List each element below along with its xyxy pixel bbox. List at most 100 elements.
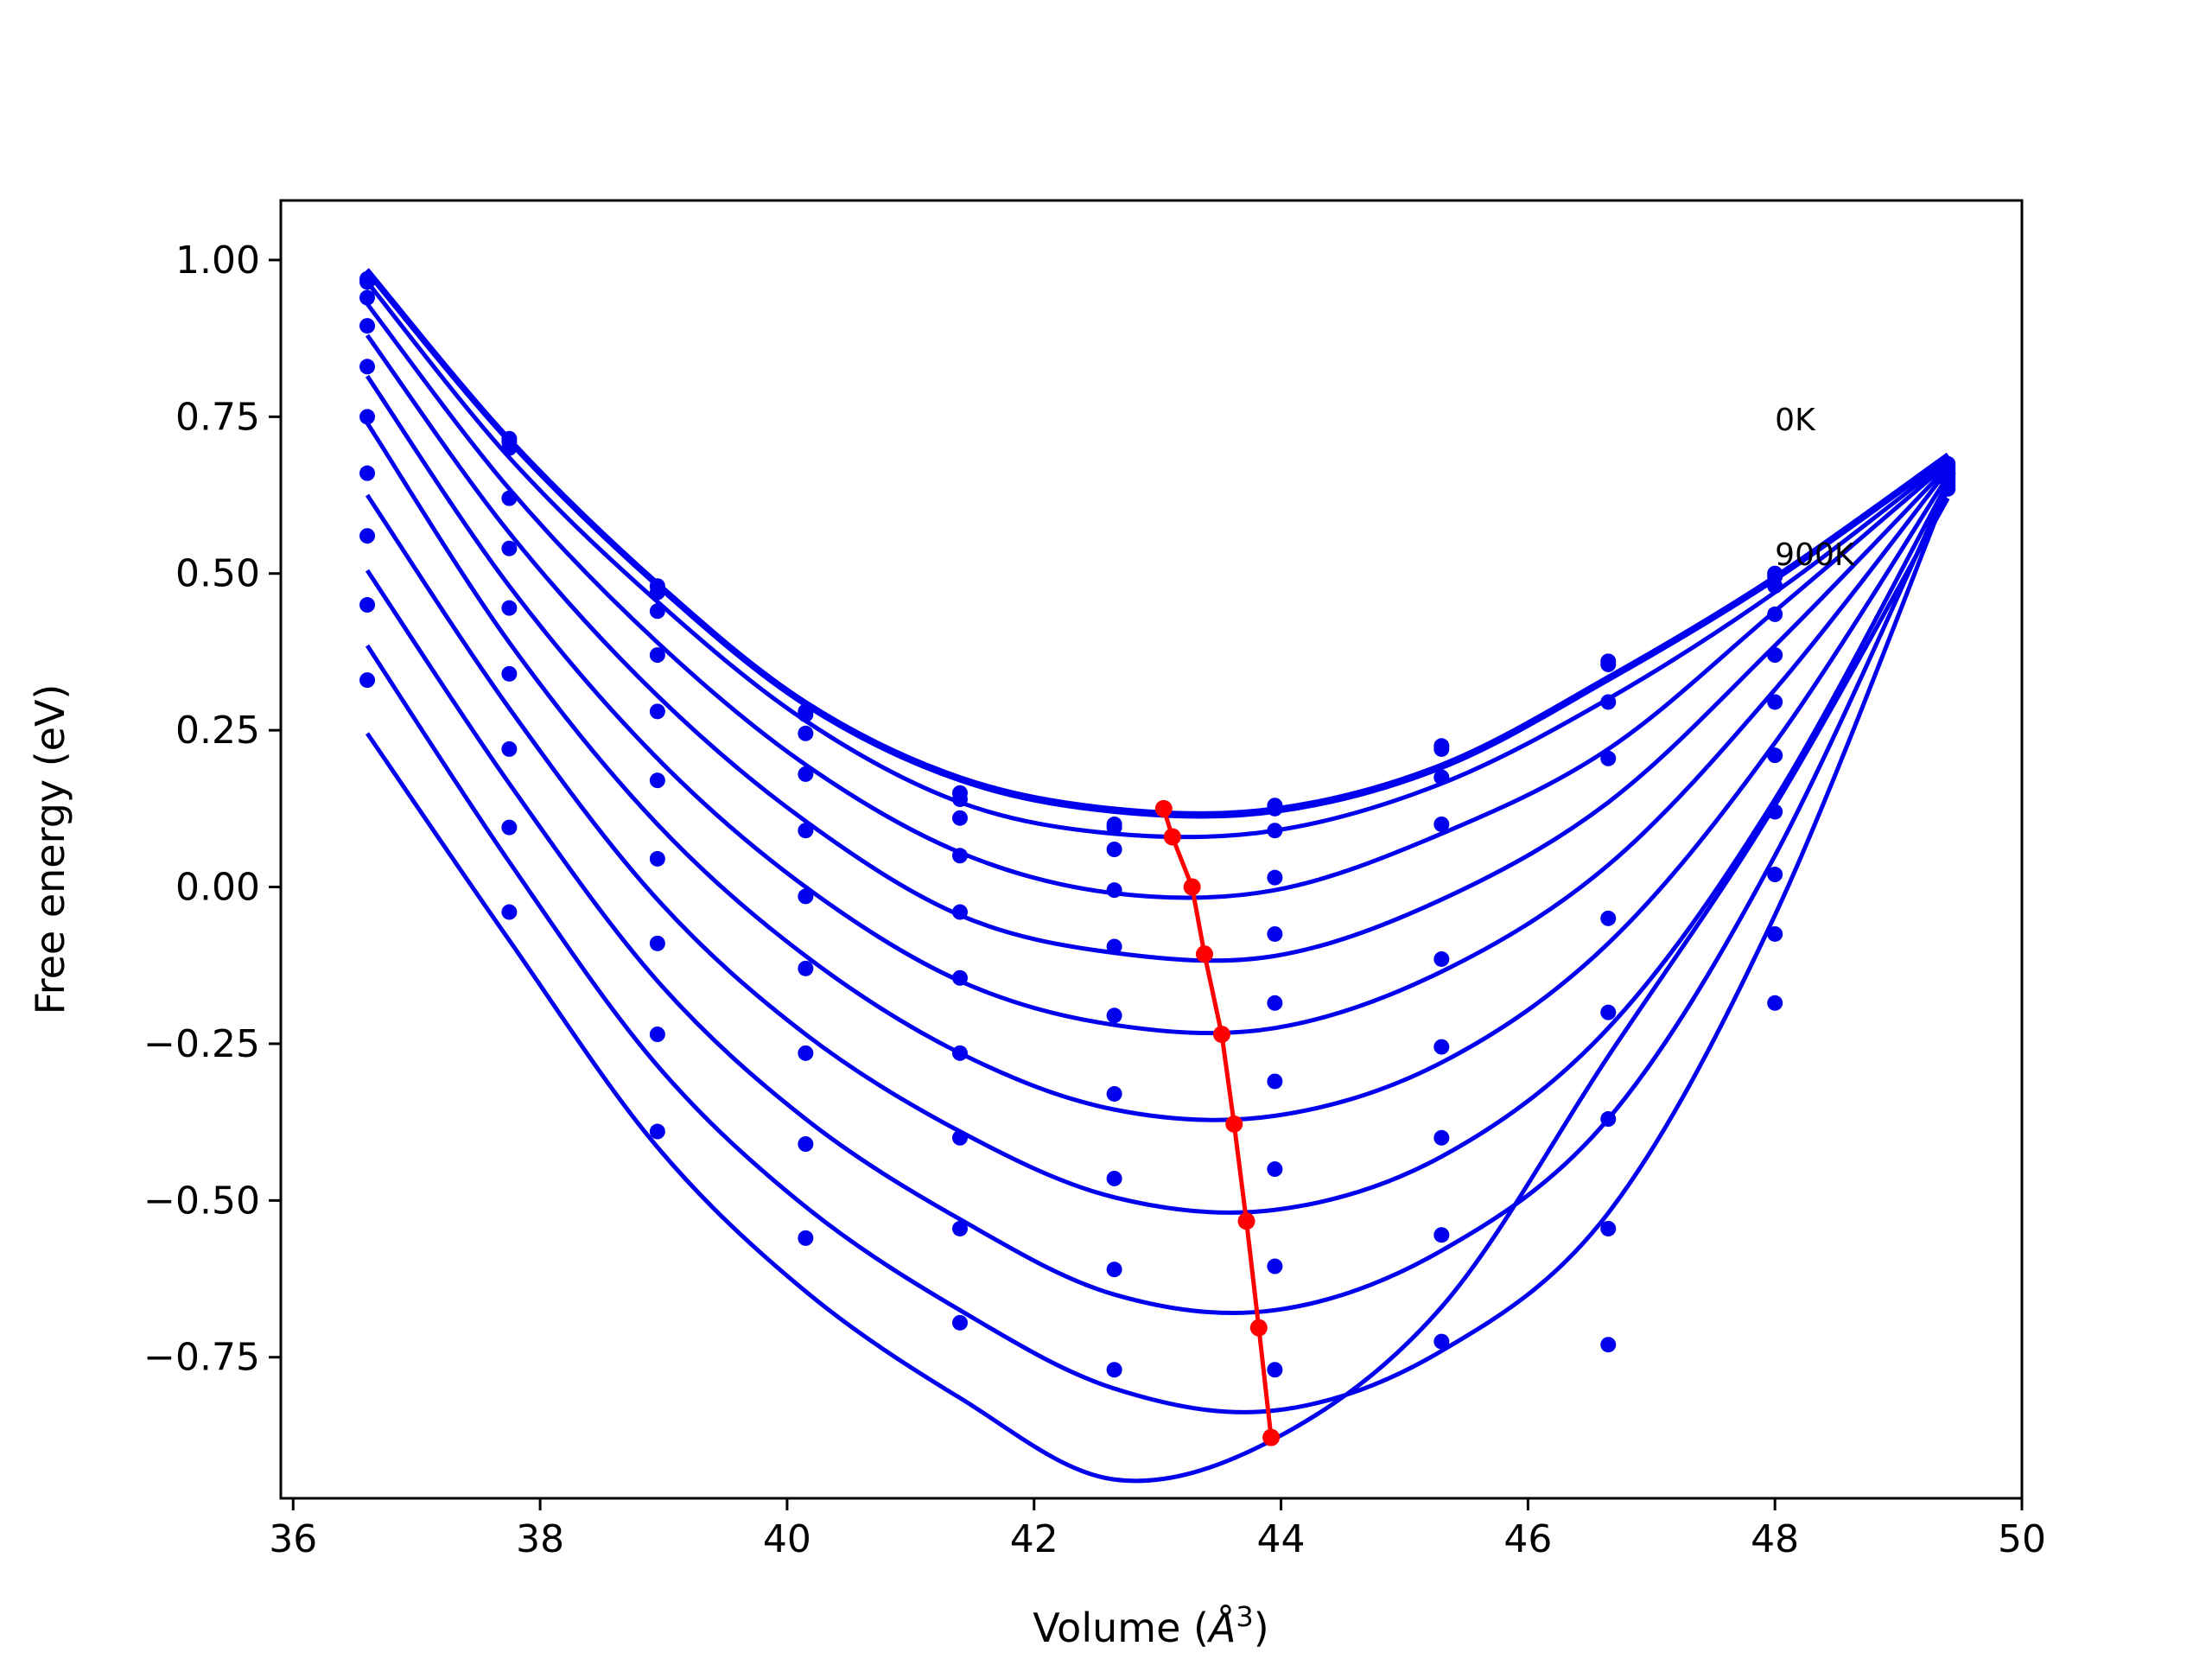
data-point	[951, 848, 968, 864]
y-tick-label: −0.50	[143, 1179, 260, 1223]
data-point	[798, 823, 814, 839]
data-point	[1767, 867, 1783, 883]
data-point	[1433, 1129, 1450, 1146]
data-point	[1600, 656, 1617, 672]
data-point	[1433, 1039, 1450, 1055]
x-tick-label: 44	[1257, 1517, 1306, 1561]
data-point	[1106, 1007, 1122, 1024]
fit-curve-7	[365, 481, 1950, 1215]
data-point	[1433, 1333, 1450, 1350]
data-point	[649, 703, 665, 720]
data-point	[1267, 1073, 1283, 1090]
data-point	[1267, 823, 1283, 839]
data-point	[1600, 1220, 1617, 1236]
data-point	[1106, 842, 1122, 857]
minimum-point	[1154, 799, 1173, 817]
data-point	[1267, 995, 1283, 1011]
y-axis-title: Free energy (eV)	[27, 684, 73, 1015]
data-point	[798, 725, 814, 741]
minimum-point	[1212, 1026, 1230, 1044]
data-point	[951, 1045, 968, 1061]
data-point	[1600, 694, 1617, 710]
data-point	[1767, 995, 1783, 1011]
data-point	[798, 1136, 814, 1153]
y-tick-label: 0.25	[175, 709, 260, 753]
data-point	[951, 969, 968, 986]
data-point	[951, 791, 968, 807]
data-point	[359, 409, 376, 425]
data-point	[359, 528, 376, 544]
data-point	[951, 1314, 968, 1331]
x-tick-label: 38	[516, 1517, 564, 1561]
data-point	[649, 935, 665, 951]
data-point	[649, 850, 665, 867]
y-axis-ticks: 1.00 0.75 0.50 0.25 0.00 −0.25 −0.50 −0.75	[143, 238, 281, 1380]
data-point	[1106, 1085, 1122, 1102]
data-point	[1267, 925, 1283, 942]
minimum-point	[1195, 945, 1213, 963]
x-tick-label: 36	[269, 1517, 317, 1561]
data-point	[1767, 578, 1783, 594]
data-point	[1106, 1170, 1122, 1186]
annotations: 0K 900K	[1775, 403, 1856, 573]
data-point	[1767, 804, 1783, 820]
x-tick-label: 48	[1751, 1517, 1799, 1561]
data-point	[1106, 882, 1122, 899]
data-point	[1106, 819, 1122, 836]
data-point	[649, 772, 665, 789]
fit-curve-8	[365, 485, 1950, 1315]
data-point	[1433, 738, 1450, 754]
data-point	[501, 490, 518, 506]
fit-curve-1	[365, 270, 1949, 819]
y-tick-label: 0.00	[175, 866, 260, 910]
data-point	[951, 1129, 968, 1146]
minimum-point	[1249, 1319, 1268, 1337]
data-point	[951, 810, 968, 826]
data-point	[501, 904, 518, 920]
data-point	[1106, 1262, 1122, 1278]
data-point	[1600, 910, 1617, 926]
y-tick-label: 0.50	[175, 552, 260, 596]
data-point	[649, 603, 665, 620]
y-tick-label: −0.75	[143, 1336, 260, 1380]
minimum-path	[1154, 799, 1281, 1446]
data-point	[359, 672, 376, 689]
temperature-label: 900K	[1775, 537, 1856, 573]
data-point	[798, 706, 814, 722]
data-point	[1600, 1337, 1617, 1353]
data-point	[1267, 1161, 1283, 1178]
data-point	[798, 1230, 814, 1246]
data-point	[649, 647, 665, 664]
data-point	[501, 600, 518, 616]
data-point	[1106, 1362, 1122, 1378]
data-point	[359, 318, 376, 334]
data-point	[1267, 869, 1283, 886]
data-point	[501, 440, 518, 456]
fit-curve-6	[365, 422, 1950, 1122]
y-tick-label: 0.75	[175, 395, 260, 439]
minimum-point	[1262, 1428, 1281, 1446]
minimum-point	[1225, 1115, 1243, 1133]
data-point	[1433, 1227, 1450, 1243]
data-point	[798, 888, 814, 905]
data-point	[359, 597, 376, 613]
data-point	[501, 540, 518, 556]
minimum-point	[1163, 828, 1181, 846]
data-point	[1600, 750, 1617, 766]
y-tick-label: −0.25	[143, 1022, 260, 1066]
data-point	[649, 578, 665, 594]
fit-curve-9	[365, 487, 1950, 1414]
x-tick-label: 40	[763, 1517, 811, 1561]
data-point	[1267, 1258, 1283, 1274]
y-tick-label: 1.00	[175, 238, 260, 283]
fit-curve-0	[365, 268, 1949, 816]
temperature-label: 0K	[1775, 403, 1816, 438]
data-point	[359, 465, 376, 481]
data-point	[1433, 950, 1450, 967]
data-point	[1433, 769, 1450, 785]
data-point	[649, 1123, 665, 1140]
x-axis-ticks: 36 38 40 42 44 46 48 50	[269, 1498, 2046, 1561]
data-point	[501, 741, 518, 757]
data-point	[798, 766, 814, 782]
fit-curve-5	[365, 374, 1950, 1036]
